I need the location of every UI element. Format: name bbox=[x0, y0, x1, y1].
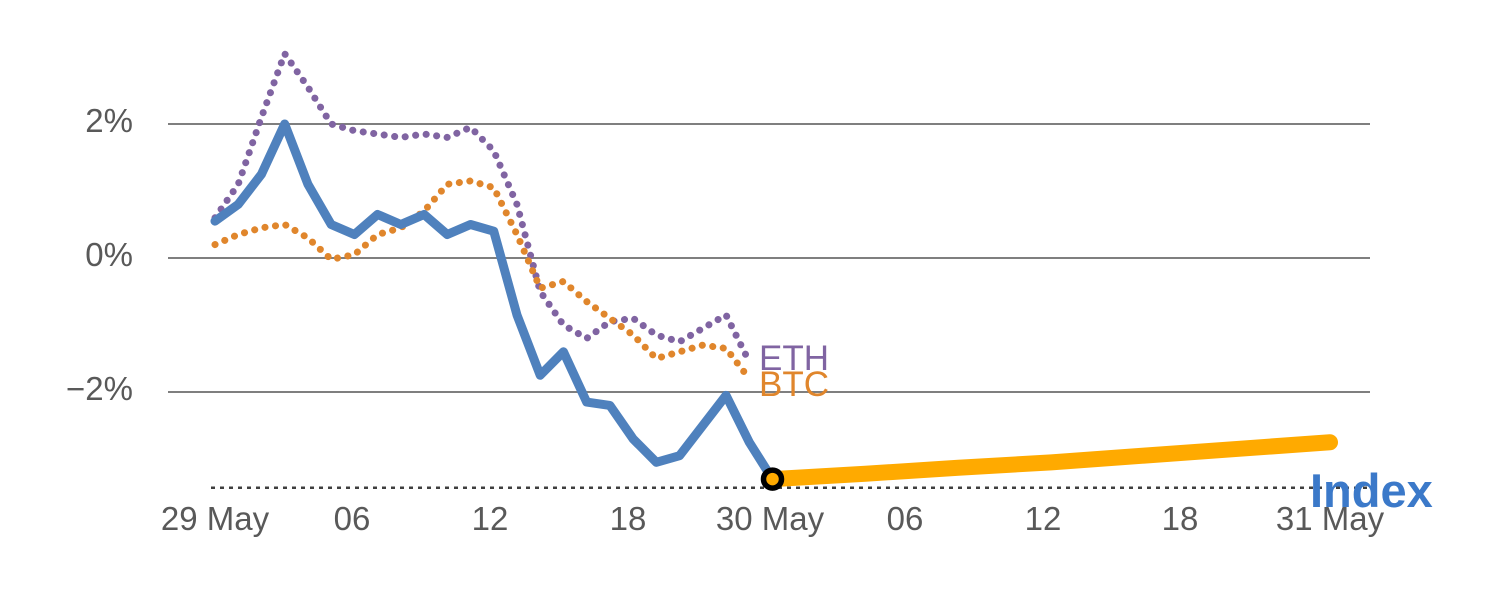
y-tick-0pct: 0% bbox=[85, 236, 133, 273]
eth-line bbox=[211, 50, 753, 366]
y-tick-2pct: 2% bbox=[85, 102, 133, 139]
current-point-marker bbox=[760, 467, 785, 491]
x-tick-29-may: 29 May bbox=[160, 500, 270, 537]
x-tick-12a: 12 bbox=[471, 500, 509, 537]
x-tick-18b: 18 bbox=[1161, 500, 1199, 537]
x-tick-06b: 06 bbox=[886, 500, 924, 537]
x-tick-18a: 18 bbox=[609, 500, 647, 537]
index-line bbox=[210, 119, 777, 484]
x-tick-12b: 12 bbox=[1024, 500, 1062, 537]
y-tick-neg2pct: −2% bbox=[66, 370, 133, 407]
btc-series-label: BTC bbox=[759, 365, 829, 404]
btc-line bbox=[211, 177, 753, 383]
x-tick-30-may: 30 May bbox=[715, 500, 825, 537]
eth-series-label: ETH bbox=[759, 339, 829, 378]
x-tick-31-may: 31 May bbox=[1275, 500, 1385, 537]
index-forecast-line bbox=[764, 434, 1338, 488]
x-tick-06a: 06 bbox=[333, 500, 371, 537]
index-series-label: Index bbox=[1310, 464, 1433, 517]
